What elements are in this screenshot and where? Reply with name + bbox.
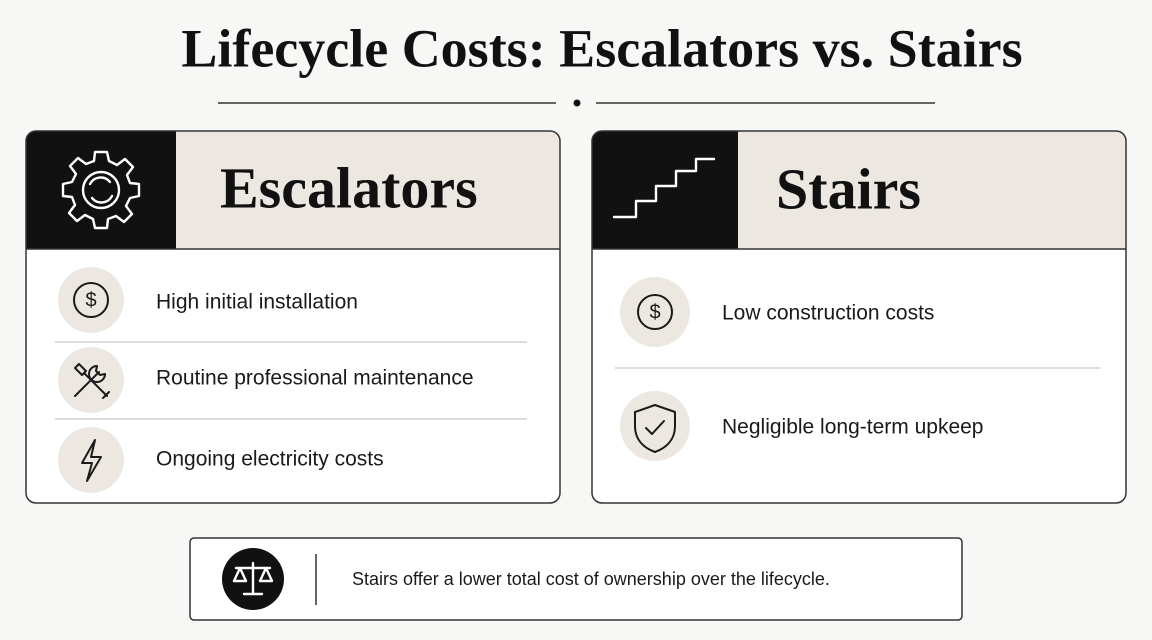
page-title: Lifecycle Costs: Escalators vs. Stairs: [181, 18, 1022, 78]
card-title: Stairs: [776, 156, 921, 221]
summary-box: Stairs offer a lower total cost of owner…: [189, 537, 963, 621]
item-text: Ongoing electricity costs: [156, 448, 384, 471]
dollar-icon: $: [637, 294, 673, 330]
escalators-card: Escalators $ High initial installation R…: [25, 130, 561, 504]
dollar-icon: $: [73, 282, 109, 318]
item-text: High initial installation: [156, 291, 358, 314]
icon-circle: [58, 427, 124, 493]
gear-icon: [61, 150, 141, 230]
summary-text: Stairs offer a lower total cost of owner…: [352, 569, 830, 589]
svg-text:$: $: [85, 289, 96, 311]
item-text: Routine professional maintenance: [156, 367, 474, 390]
scales-icon: [232, 561, 274, 596]
card-title: Escalators: [220, 155, 478, 220]
item-text: Negligible long-term upkeep: [722, 416, 984, 439]
stairs-icon: [612, 157, 716, 219]
icon-circle: [620, 391, 690, 461]
stairs-card: Stairs $ Low construction costs Negligib…: [591, 130, 1127, 504]
shield-icon: [634, 404, 676, 453]
tools-icon: [74, 363, 110, 399]
icon-circle: [620, 277, 690, 347]
item-text: Low construction costs: [722, 302, 934, 325]
svg-text:$: $: [649, 301, 660, 323]
icon-circle: [58, 267, 124, 333]
lightning-icon: [81, 439, 102, 482]
title-divider: [218, 99, 935, 107]
